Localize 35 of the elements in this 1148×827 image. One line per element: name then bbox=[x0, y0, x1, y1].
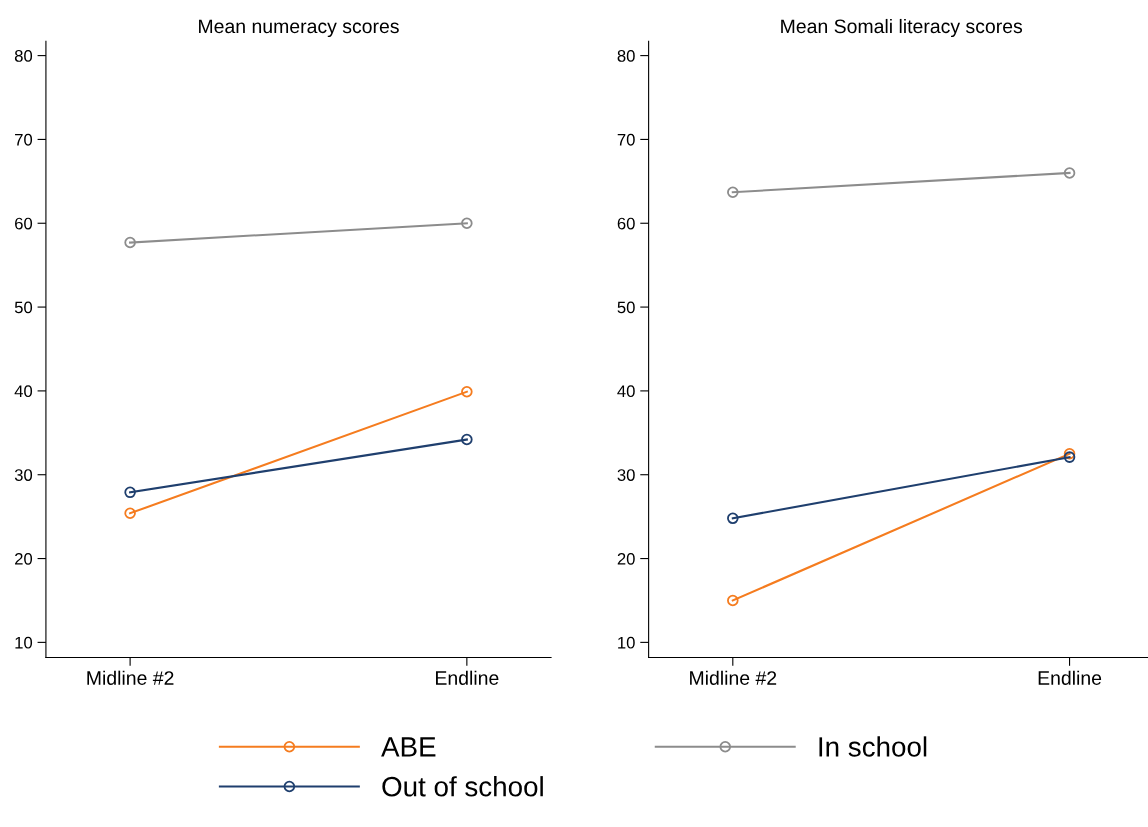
chart-title: Mean numeracy scores bbox=[199, 19, 399, 38]
legend-label: ABE bbox=[381, 737, 436, 757]
x-tick-label: Endline bbox=[436, 670, 499, 685]
y-tick-label: 70 bbox=[617, 133, 635, 146]
legend-label: In school bbox=[819, 736, 927, 757]
y-tick-label: 40 bbox=[617, 385, 635, 398]
y-tick-label: 20 bbox=[15, 552, 33, 565]
y-tick-label: 80 bbox=[617, 50, 635, 62]
legend-label: Out of school bbox=[382, 776, 543, 797]
point bbox=[124, 507, 136, 520]
x-tick-label: Endline bbox=[1038, 670, 1102, 685]
y-tick-label: 50 bbox=[617, 301, 635, 314]
point bbox=[124, 236, 136, 249]
point bbox=[727, 186, 739, 199]
y-tick-label: 60 bbox=[617, 217, 635, 230]
y-tick-label: 20 bbox=[617, 552, 635, 565]
x-tick-label: Midline #2 bbox=[690, 670, 777, 685]
y-tick-label: 50 bbox=[14, 301, 33, 314]
point bbox=[727, 512, 739, 525]
point bbox=[727, 594, 739, 607]
y-tick-label: 30 bbox=[14, 469, 33, 481]
point bbox=[124, 486, 136, 499]
y-tick-label: 70 bbox=[15, 133, 33, 146]
y-tick-label: 40 bbox=[14, 385, 33, 398]
chart-title: Mean Somali literacy scores bbox=[781, 18, 1023, 38]
y-tick-label: 80 bbox=[14, 50, 33, 62]
point bbox=[461, 385, 473, 398]
y-tick-label: 10 bbox=[618, 636, 635, 649]
y-tick-label: 60 bbox=[15, 217, 33, 230]
y-tick-label: 10 bbox=[15, 636, 33, 649]
x-tick-label: Midline #2 bbox=[87, 670, 174, 685]
point bbox=[461, 433, 473, 446]
y-tick-label: 30 bbox=[617, 469, 635, 481]
point bbox=[461, 217, 473, 230]
point bbox=[1063, 167, 1076, 179]
